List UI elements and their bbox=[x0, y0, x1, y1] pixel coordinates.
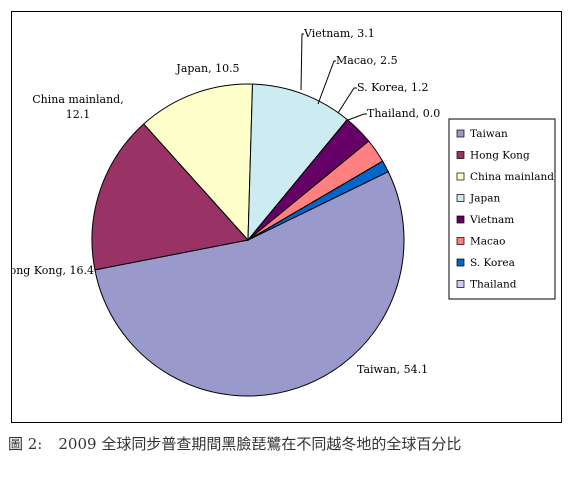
legend-label-hong-kong: Hong Kong bbox=[470, 150, 530, 162]
leader-line-thailand bbox=[347, 113, 367, 121]
legend-swatch-hong-kong bbox=[456, 151, 465, 159]
legend-label-s-korea: S. Korea bbox=[470, 257, 515, 269]
legend-swatch-thailand bbox=[456, 280, 465, 288]
slice-label-macao: Macao, 2.5 bbox=[336, 54, 398, 67]
legend-swatch-japan bbox=[456, 194, 465, 202]
pie-chart: Taiwan, 54.1 Hong Kong, 16.4 China mainlan… bbox=[12, 27, 556, 397]
legend-swatch-macao bbox=[456, 237, 465, 245]
pie-slice-s-korea bbox=[247, 160, 389, 241]
slice-label-vietnam: Vietnam, 3.1 bbox=[303, 27, 375, 40]
caption-text: 2009 全球同步普查期間黑臉琵鷺在不同越冬地的全球百分比 bbox=[58, 435, 462, 453]
pie-slice-taiwan bbox=[94, 170, 405, 397]
slice-label-china-mainland-line2: 12.1 bbox=[66, 108, 91, 121]
pie-slice-china-mainland bbox=[143, 83, 254, 242]
slice-label-s-korea: S. Korea, 1.2 bbox=[357, 81, 429, 94]
legend-swatch-taiwan bbox=[456, 129, 465, 138]
leader-line-macao bbox=[317, 60, 336, 105]
figure-caption: 圖 2: 2009 全球同步普查期間黑臉琵鷺在不同越冬地的全球百分比 bbox=[8, 433, 461, 454]
legend-swatch-s-korea bbox=[456, 258, 465, 267]
legend-label-china-mainland: China mainland bbox=[470, 171, 554, 183]
legend-label-japan: Japan bbox=[469, 193, 500, 205]
legend-swatch-china-mainland bbox=[456, 172, 465, 181]
chart-frame: Taiwan, 54.1 Hong Kong, 16.4 China mainlan… bbox=[11, 11, 562, 423]
slice-label-taiwan: Taiwan, 54.1 bbox=[357, 363, 428, 376]
pie-slice-hong-kong bbox=[91, 123, 249, 271]
slice-label-china-mainland: China mainland, bbox=[32, 93, 123, 106]
slice-label-thailand: Thailand, 0.0 bbox=[367, 107, 440, 120]
caption-number: 圖 2: bbox=[8, 435, 43, 453]
legend-label-macao: Macao bbox=[470, 236, 505, 248]
legend: Taiwan Hong Kong China mainland Japan Vietna… bbox=[448, 118, 556, 300]
legend-box bbox=[448, 118, 556, 300]
legend-label-taiwan: Taiwan bbox=[470, 128, 508, 140]
leader-line-vietnam bbox=[300, 33, 304, 91]
legend-swatch-vietnam bbox=[456, 215, 465, 224]
leader-line-s-korea bbox=[337, 87, 357, 114]
slice-label-japan: Japan, 10.5 bbox=[175, 62, 239, 75]
pie-slice-japan bbox=[247, 83, 348, 242]
legend-label-thailand: Thailand bbox=[470, 279, 517, 291]
legend-label-vietnam: Vietnam bbox=[469, 214, 514, 226]
slice-label-hong-kong: Hong Kong, 16.4 bbox=[12, 264, 94, 277]
